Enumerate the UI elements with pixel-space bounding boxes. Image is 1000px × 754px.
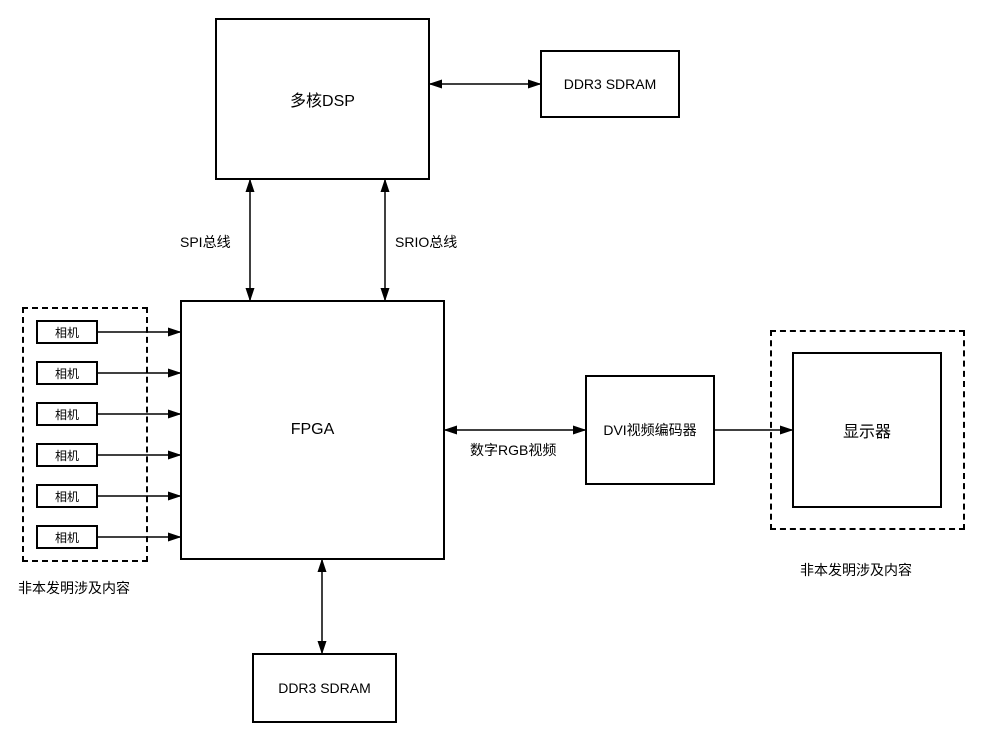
caption-right: 非本发明涉及内容 <box>800 560 912 580</box>
camera-box-3: 相机 <box>36 443 98 467</box>
ddr-top-box: DDR3 SDRAM <box>540 50 680 118</box>
spi-label: SPI总线 <box>180 232 231 252</box>
camera-group <box>22 307 148 562</box>
srio-label: SRIO总线 <box>395 232 457 252</box>
ddr-bottom-box: DDR3 SDRAM <box>252 653 397 723</box>
camera-label: 相机 <box>55 406 79 423</box>
camera-box-2: 相机 <box>36 402 98 426</box>
dsp-label: 多核DSP <box>290 87 355 111</box>
camera-box-4: 相机 <box>36 484 98 508</box>
dvi-label: DVI视频编码器 <box>603 420 696 440</box>
camera-box-1: 相机 <box>36 361 98 385</box>
fpga-box: FPGA <box>180 300 445 560</box>
camera-label: 相机 <box>55 529 79 546</box>
ddr-top-label: DDR3 SDRAM <box>564 76 657 92</box>
caption-left: 非本发明涉及内容 <box>18 578 130 598</box>
camera-label: 相机 <box>55 324 79 341</box>
fpga-label: FPGA <box>291 421 335 439</box>
display-box: 显示器 <box>792 352 942 508</box>
display-label: 显示器 <box>843 418 891 442</box>
dsp-box: 多核DSP <box>215 18 430 180</box>
camera-label: 相机 <box>55 447 79 464</box>
rgb-label: 数字RGB视频 <box>470 440 556 460</box>
camera-label: 相机 <box>55 488 79 505</box>
ddr-bottom-label: DDR3 SDRAM <box>278 680 371 696</box>
camera-box-5: 相机 <box>36 525 98 549</box>
dvi-box: DVI视频编码器 <box>585 375 715 485</box>
camera-box-0: 相机 <box>36 320 98 344</box>
camera-label: 相机 <box>55 365 79 382</box>
